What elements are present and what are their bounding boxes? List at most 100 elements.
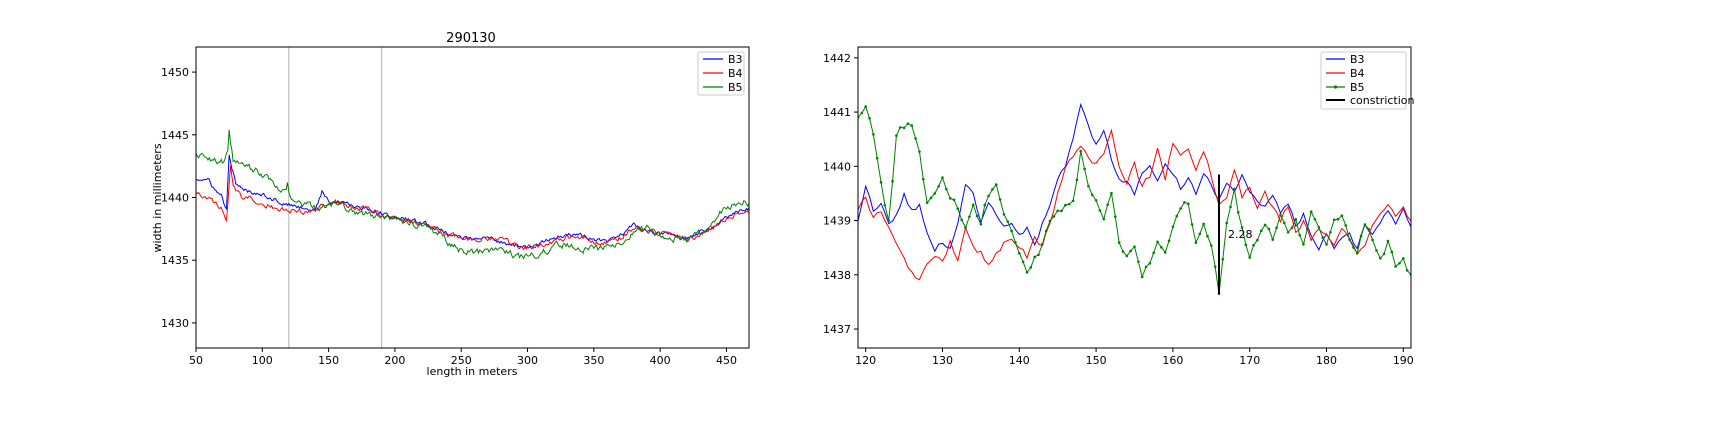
left-vertical-markers: [288, 47, 383, 348]
left-x-ticks: 50 100 150 200 250 300 350 400 450: [189, 348, 737, 367]
series-point-b5: [1290, 226, 1294, 230]
y-tick-label: 1450: [161, 66, 189, 79]
constriction-marker: 2.28: [1217, 174, 1252, 294]
series-point-b5: [864, 105, 867, 108]
series-point-b5: [1114, 215, 1117, 218]
series-line-b4: [858, 128, 1411, 281]
series-point-b5: [1286, 231, 1290, 234]
right-plot-frame: [857, 46, 1412, 349]
x-tick-label: 170: [1239, 354, 1260, 367]
series-point-b5: [1282, 221, 1286, 225]
series-point-b5: [1240, 226, 1244, 229]
series-point-b5: [1221, 257, 1225, 261]
series-point-b5: [1229, 205, 1232, 209]
series-point-b5: [1183, 201, 1186, 204]
y-tick-label: 1440: [823, 160, 851, 173]
series-point-b5: [902, 126, 906, 130]
left-legend: B3 B4 B5: [697, 51, 745, 96]
series-point-b5: [1087, 184, 1090, 188]
series-point-b5: [1137, 260, 1140, 263]
right-chart: 2.28 120 130 140 150 160 170 180 190 1437143814…: [823, 46, 1415, 367]
series-point-b5: [937, 184, 940, 188]
x-tick-label: 300: [517, 354, 538, 367]
series-point-b5: [1167, 239, 1171, 243]
series-point-b5: [1148, 262, 1152, 265]
series-point-b5: [1309, 210, 1313, 213]
series-point-b5: [1190, 223, 1194, 226]
series-point-b5: [1225, 221, 1228, 225]
series-point-b5: [1129, 249, 1132, 253]
series-point-b5: [1140, 275, 1144, 279]
series-point-b5: [1378, 256, 1382, 260]
left-y-axis-label: width in millimeters: [151, 143, 164, 252]
series-point-b5: [898, 126, 902, 129]
series-point-b5: [1210, 244, 1213, 247]
series-point-b5: [1125, 254, 1129, 258]
series-point-b5: [1206, 234, 1209, 238]
y-tick-label: 1440: [161, 192, 189, 205]
series-point-b5: [1044, 229, 1048, 233]
series-point-b5: [1098, 209, 1102, 212]
series-point-b5: [891, 179, 894, 183]
series-point-b5: [983, 203, 987, 207]
series-point-b5: [929, 196, 933, 200]
x-tick-label: 130: [932, 354, 953, 367]
series-point-b5: [1064, 203, 1067, 207]
right-legend-label-b5: B5: [1350, 81, 1365, 94]
series-point-b5: [1233, 187, 1236, 191]
series-point-b5: [979, 222, 983, 226]
y-tick-label: 1430: [161, 317, 189, 330]
series-point-b5: [1355, 251, 1359, 255]
series-point-b5: [941, 176, 944, 179]
series-point-b5: [1306, 227, 1309, 231]
series-point-b5: [1179, 207, 1182, 210]
right-x-ticks: 120 130 140 150 160 170 180 190: [855, 348, 1414, 367]
series-point-b5: [964, 226, 967, 229]
series-point-b5: [1202, 222, 1205, 226]
series-point-b5: [1375, 249, 1378, 252]
series-point-b5: [914, 137, 917, 140]
series-point-b5: [1041, 243, 1044, 246]
series-point-b5: [1382, 252, 1386, 256]
series-point-b5: [1010, 229, 1013, 233]
x-tick-label: 400: [650, 354, 671, 367]
series-point-b5: [1302, 242, 1305, 246]
left-chart: 290130 50 100 150 200 250 300 350 400 450 143014…: [151, 31, 750, 378]
right-legend-label-b4: B4: [1350, 67, 1365, 80]
series-point-b5: [1090, 193, 1094, 197]
series-point-b5: [952, 198, 956, 202]
y-tick-label: 1435: [161, 254, 189, 267]
series-point-b5: [1033, 255, 1036, 259]
series-point-b5: [906, 122, 910, 125]
series-point-b5: [956, 207, 960, 210]
series-point-b5: [1121, 250, 1125, 253]
series-point-b5: [1002, 212, 1006, 216]
series-point-b5: [1321, 236, 1324, 239]
series-point-b5: [925, 201, 929, 204]
series-point-b5: [1037, 253, 1040, 257]
x-tick-label: 200: [384, 354, 405, 367]
y-tick-label: 1439: [823, 215, 851, 228]
series-point-b5: [948, 197, 952, 200]
series-point-b5: [933, 192, 937, 195]
right-legend-marker-b5: [1333, 85, 1338, 89]
series-point-b5: [1386, 239, 1390, 243]
series-point-b5: [1298, 233, 1301, 237]
series-point-b5: [1398, 261, 1401, 265]
x-tick-label: 180: [1316, 354, 1337, 367]
series-point-b5: [1394, 265, 1397, 268]
series-point-b5: [879, 181, 883, 184]
series-point-b5: [1252, 243, 1255, 247]
series-point-b5: [1348, 238, 1351, 241]
series-point-b5: [1371, 238, 1374, 242]
series-point-b5: [1344, 224, 1348, 227]
series-point-b5: [1313, 218, 1317, 221]
series-point-b5: [887, 219, 891, 222]
y-tick-label: 1437: [823, 323, 851, 336]
series-point-b5: [1117, 241, 1121, 244]
series-point-b5: [975, 214, 979, 218]
right-legend: B3 B4 B5 constriction: [1320, 51, 1415, 110]
series-point-b5: [883, 203, 887, 207]
right-y-ticks: 1437 1438 1439 1440 1441 1442: [823, 52, 858, 336]
